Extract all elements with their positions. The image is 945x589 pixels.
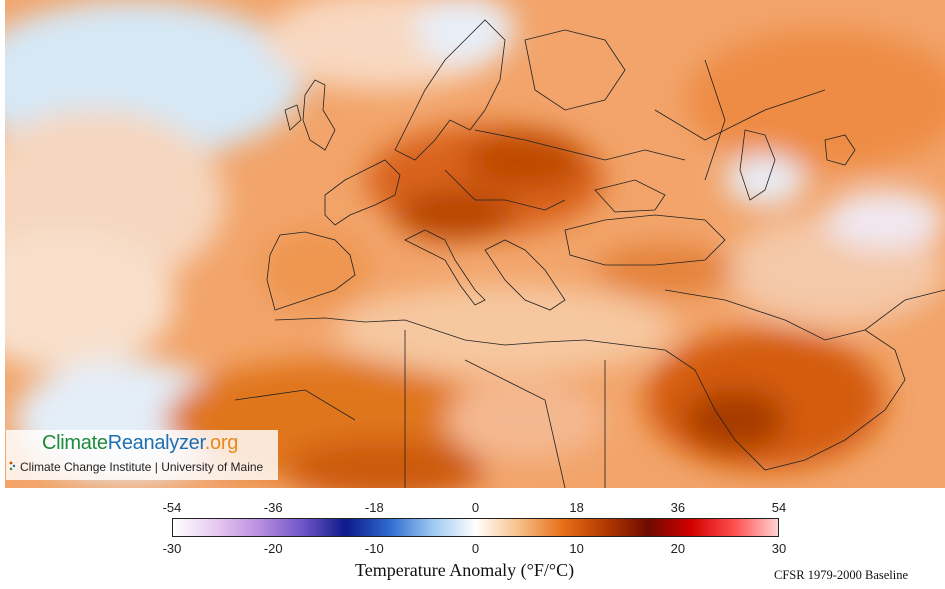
logo-name-climate: Climate <box>42 432 108 454</box>
logo-wordmark: ClimateReanalyzer.org <box>42 432 238 455</box>
colorbar-tick-label: 20 <box>670 541 686 556</box>
logo-subtitle: Climate Change Institute | University of… <box>20 460 264 474</box>
colorbar-tick-label: -10 <box>364 541 384 556</box>
colorbar-tick-label: 54 <box>771 500 787 515</box>
baseline-label: CFSR 1979-2000 Baseline <box>774 568 909 582</box>
logo-name-reanalyzer: Reanalyzer <box>107 432 205 454</box>
color-scale-bar <box>172 518 779 537</box>
logo-name-org: .org <box>204 432 239 454</box>
colorbar-tick-label: -18 <box>364 500 384 515</box>
anomaly-shading <box>5 0 945 488</box>
colorbar-tick-label: 10 <box>569 541 584 556</box>
coastlines <box>234 19 945 488</box>
colorbar-tick-label: 0 <box>471 541 480 556</box>
climate-reanalyzer-logo: ClimateReanalyzer.org Climate Change Ins… <box>6 430 278 480</box>
colorbar-tick-label: -30 <box>162 541 182 556</box>
colorbar-tick-label: -36 <box>263 500 283 515</box>
colorbar-tick-label: 0 <box>471 500 480 515</box>
colorbar-tick-label: 36 <box>670 500 686 515</box>
colorbar-tick-label: -54 <box>162 500 182 515</box>
temperature-anomaly-map <box>5 0 945 488</box>
ellipsis-icon <box>9 461 16 471</box>
colorbar-tick-label: 18 <box>569 500 584 515</box>
colorbar-tick-label: 30 <box>771 541 787 556</box>
colorbar-title: Temperature Anomaly (°F/°C) <box>355 560 575 580</box>
colorbar-tick-label: -20 <box>263 541 283 556</box>
map-canvas <box>5 0 945 488</box>
